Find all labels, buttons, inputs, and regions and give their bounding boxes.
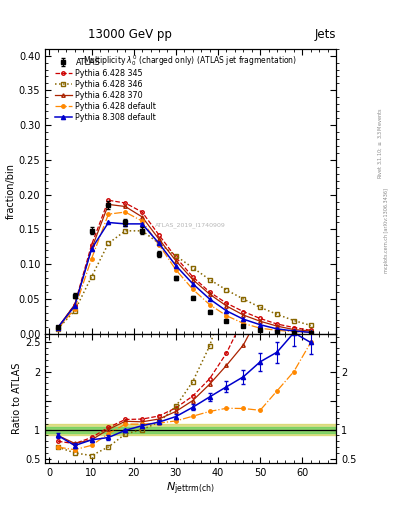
Pythia 6.428 345 <box>140 209 145 215</box>
Pythia 6.428 370 <box>224 303 229 309</box>
Pythia 6.428 370 <box>89 246 94 252</box>
Pythia 6.428 346 <box>89 273 94 280</box>
Pythia 6.428 370 <box>292 327 296 333</box>
Pythia 6.428 default <box>207 302 212 308</box>
Line: Pythia 6.428 370: Pythia 6.428 370 <box>56 203 312 333</box>
Pythia 6.428 default <box>140 218 145 224</box>
Pythia 6.428 370 <box>207 291 212 297</box>
Pythia 6.428 default <box>292 329 296 335</box>
Pythia 6.428 346 <box>123 228 128 234</box>
Pythia 8.308 default <box>55 325 60 331</box>
Pythia 6.428 370 <box>157 236 162 242</box>
Pythia 6.428 345 <box>190 273 195 280</box>
Pythia 6.428 345 <box>106 197 111 203</box>
Pythia 6.428 default <box>157 242 162 248</box>
Pythia 6.428 346 <box>309 323 313 329</box>
Pythia 6.428 345 <box>258 315 263 322</box>
Pythia 6.428 370 <box>241 312 246 318</box>
Pythia 6.428 370 <box>258 318 263 324</box>
Pythia 6.428 346 <box>72 308 77 314</box>
Pythia 6.428 346 <box>275 311 279 317</box>
Pythia 6.428 default <box>309 329 313 335</box>
Pythia 6.428 345 <box>309 327 313 333</box>
Pythia 6.428 default <box>275 327 279 333</box>
Legend: ATLAS, Pythia 6.428 345, Pythia 6.428 346, Pythia 6.428 370, Pythia 6.428 defaul: ATLAS, Pythia 6.428 345, Pythia 6.428 34… <box>52 55 159 124</box>
Pythia 6.428 345 <box>224 300 229 306</box>
Pythia 6.428 default <box>72 306 77 312</box>
Pythia 6.428 346 <box>207 276 212 283</box>
Pythia 6.428 370 <box>190 276 195 283</box>
Pythia 6.428 345 <box>123 200 128 206</box>
Pythia 6.428 345 <box>207 289 212 295</box>
Pythia 6.428 370 <box>72 302 77 308</box>
Text: Rivet 3.1.10; $\geq$ 3.3M events: Rivet 3.1.10; $\geq$ 3.3M events <box>376 108 384 179</box>
Pythia 6.428 346 <box>224 287 229 293</box>
Pythia 6.428 346 <box>241 296 246 302</box>
Pythia 8.308 default <box>190 281 195 287</box>
Pythia 6.428 370 <box>275 323 279 329</box>
Pythia 8.308 default <box>89 246 94 252</box>
Pythia 6.428 346 <box>157 240 162 246</box>
Line: Pythia 8.308 default: Pythia 8.308 default <box>56 220 313 334</box>
Line: Pythia 6.428 346: Pythia 6.428 346 <box>56 229 312 331</box>
Pythia 6.428 345 <box>292 325 296 331</box>
Pythia 6.428 default <box>55 326 60 332</box>
Pythia 6.428 346 <box>55 326 60 332</box>
X-axis label: $N_{\mathrm{jettrm(ch)}}$: $N_{\mathrm{jettrm(ch)}}$ <box>166 481 215 497</box>
Pythia 8.308 default <box>309 329 313 335</box>
Pythia 6.428 default <box>106 211 111 217</box>
Pythia 8.308 default <box>106 220 111 226</box>
Pythia 6.428 default <box>258 325 263 331</box>
Pythia 6.428 default <box>241 321 246 327</box>
Pythia 6.428 346 <box>140 228 145 234</box>
Pythia 6.428 346 <box>292 317 296 324</box>
Pythia 8.308 default <box>207 296 212 302</box>
Text: Jets: Jets <box>314 28 336 41</box>
Pythia 8.308 default <box>241 316 246 322</box>
Pythia 6.428 370 <box>140 214 145 220</box>
Pythia 6.428 default <box>190 286 195 292</box>
Text: Multiplicity $\lambda_0^0$ (charged only) (ATLAS jet fragmentation): Multiplicity $\lambda_0^0$ (charged only… <box>83 53 297 68</box>
Text: ATLAS_2019_I1740909: ATLAS_2019_I1740909 <box>155 223 226 228</box>
Pythia 8.308 default <box>258 322 263 328</box>
Text: 13000 GeV pp: 13000 GeV pp <box>88 28 172 41</box>
Pythia 8.308 default <box>157 240 162 246</box>
Text: mcplots.cern.ch [arXiv:1306.3436]: mcplots.cern.ch [arXiv:1306.3436] <box>384 188 389 273</box>
Pythia 6.428 345 <box>55 325 60 331</box>
Pythia 6.428 345 <box>157 232 162 238</box>
Pythia 6.428 default <box>89 255 94 262</box>
Pythia 6.428 346 <box>173 253 178 259</box>
Pythia 6.428 default <box>224 313 229 319</box>
Pythia 8.308 default <box>224 308 229 314</box>
Pythia 6.428 345 <box>275 321 279 327</box>
Y-axis label: Ratio to ATLAS: Ratio to ATLAS <box>12 363 22 434</box>
Pythia 6.428 345 <box>89 242 94 248</box>
Pythia 8.308 default <box>292 328 296 334</box>
Pythia 8.308 default <box>123 221 128 227</box>
Pythia 6.428 346 <box>190 265 195 271</box>
Line: Pythia 6.428 default: Pythia 6.428 default <box>56 210 312 334</box>
Pythia 8.308 default <box>275 326 279 332</box>
Pythia 6.428 345 <box>72 302 77 308</box>
Y-axis label: fraction/bin: fraction/bin <box>6 163 16 219</box>
Pythia 6.428 370 <box>173 258 178 264</box>
Pythia 6.428 345 <box>241 308 246 314</box>
Line: Pythia 6.428 345: Pythia 6.428 345 <box>56 199 312 332</box>
Pythia 6.428 370 <box>55 325 60 331</box>
Pythia 6.428 346 <box>258 304 263 310</box>
Pythia 6.428 370 <box>309 328 313 334</box>
Pythia 6.428 370 <box>123 203 128 209</box>
Pythia 8.308 default <box>140 221 145 227</box>
Pythia 6.428 default <box>123 209 128 215</box>
Pythia 6.428 346 <box>106 240 111 246</box>
Pythia 8.308 default <box>72 303 77 309</box>
Pythia 6.428 default <box>173 267 178 273</box>
Pythia 6.428 370 <box>106 201 111 207</box>
Pythia 8.308 default <box>173 263 178 269</box>
Pythia 6.428 345 <box>173 254 178 260</box>
